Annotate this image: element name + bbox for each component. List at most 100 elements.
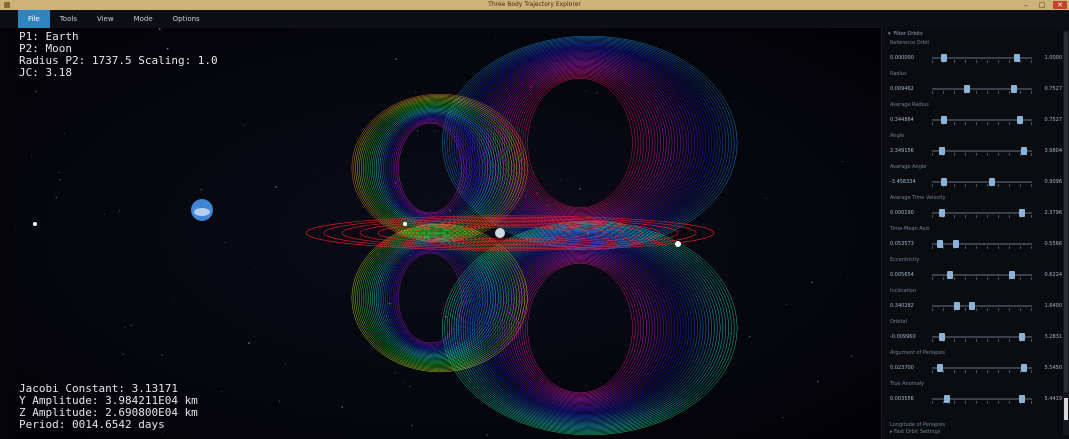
slider-track[interactable] (932, 336, 1032, 338)
orbit-viewport[interactable] (15, 28, 881, 439)
slider-track[interactable] (932, 243, 1032, 245)
orbit-curve (513, 256, 650, 400)
star (699, 83, 700, 85)
footer-longitude: Longitude of Periapsis (890, 422, 946, 428)
slider-min-handle[interactable] (939, 147, 945, 155)
star (275, 185, 277, 188)
slider-min-handle[interactable] (939, 333, 945, 341)
slider-max-handle[interactable] (1019, 333, 1025, 341)
slider-track[interactable] (932, 181, 1032, 183)
orbit-curve (497, 248, 670, 408)
slider-max-handle[interactable] (1011, 85, 1017, 93)
star (847, 277, 849, 279)
param-label: Average Radius (890, 102, 929, 108)
slider-tick (976, 339, 977, 342)
slider-min-handle[interactable] (947, 271, 953, 279)
hud-top: P1: Earth P2: Moon Radius P2: 1737.5 Scali… (19, 31, 218, 79)
slider-tick (1020, 184, 1021, 187)
slider-track[interactable] (932, 150, 1032, 152)
star (411, 424, 413, 427)
scrollbar-thumb[interactable] (1064, 32, 1068, 392)
star (130, 324, 132, 327)
slider-min-handle[interactable] (954, 302, 960, 310)
menu-file[interactable]: File (18, 10, 50, 28)
planar-orbit (431, 225, 589, 241)
slider-tick (987, 339, 988, 342)
menu-tools[interactable]: Tools (59, 15, 77, 23)
slider-tick (998, 60, 999, 63)
orbit-curve (374, 237, 496, 359)
panel-scrollbar[interactable] (1063, 30, 1069, 435)
slider-track[interactable] (932, 57, 1032, 59)
slider-max-handle[interactable] (1019, 209, 1025, 217)
planar-orbit (323, 216, 697, 250)
slider-max-handle[interactable] (1014, 54, 1020, 62)
param-slider: Average Angle -3.458334 0.9096 (888, 164, 1062, 194)
slider-tick (954, 215, 955, 218)
slider-tick (965, 339, 966, 342)
slider-tick (998, 401, 999, 404)
slider-tick (998, 215, 999, 218)
planar-orbit (449, 226, 571, 240)
slider-track[interactable] (932, 274, 1032, 276)
slider-track[interactable] (932, 119, 1032, 121)
star (733, 100, 735, 102)
star (173, 297, 175, 299)
planar-orbit (395, 222, 625, 244)
slider-tick (1031, 122, 1032, 125)
param-slider: Orbital -0.009960 3.2831 (888, 319, 1062, 349)
slider-min-handle[interactable] (939, 209, 945, 217)
slider-track[interactable] (932, 398, 1032, 400)
slider-max-handle[interactable] (953, 240, 959, 248)
slider-tick (954, 339, 955, 342)
param-min-value: 0.053573 (890, 241, 914, 247)
orbit-curve (520, 74, 642, 212)
star (341, 406, 343, 408)
orbit-curve (372, 236, 499, 360)
param-max-value: 0.7527 (1044, 117, 1063, 123)
star (395, 182, 397, 184)
menu-mode[interactable]: Mode (133, 15, 153, 23)
param-slider: Average Time Velocity 0.000190 2.3796 (888, 195, 1062, 225)
slider-min-handle[interactable] (937, 364, 943, 372)
slider-min-handle[interactable] (944, 395, 950, 403)
slider-max-handle[interactable] (1021, 147, 1027, 155)
menu-view[interactable]: View (96, 15, 114, 23)
slider-max-handle[interactable] (989, 178, 995, 186)
slider-max-handle[interactable] (1009, 271, 1015, 279)
orbit-curve (460, 229, 715, 427)
slider-min-handle[interactable] (964, 85, 970, 93)
param-min-value: 0.023700 (890, 365, 914, 371)
slider-max-handle[interactable] (1021, 364, 1027, 372)
panel-footer: Longitude of Periapsis ▸ Fast Orbit Sett… (890, 422, 945, 436)
slider-max-handle[interactable] (1017, 116, 1023, 124)
footer-fast-orbit[interactable]: ▸ Fast Orbit Settings (890, 429, 941, 435)
slider-max-handle[interactable] (1019, 395, 1025, 403)
close-icon[interactable]: ✕ (1053, 1, 1067, 9)
star (709, 197, 711, 198)
orbit-curve (362, 100, 512, 236)
star (63, 132, 65, 135)
slider-min-handle[interactable] (937, 240, 943, 248)
star (278, 400, 281, 402)
slider-min-handle[interactable] (941, 116, 947, 124)
slider-tick (943, 401, 944, 404)
slider-track[interactable] (932, 212, 1032, 214)
slider-min-handle[interactable] (941, 54, 947, 62)
orbit-curve (374, 107, 496, 229)
slider-min-handle[interactable] (941, 178, 947, 186)
lagrange-point-marker (33, 222, 37, 226)
panel-header[interactable]: ▾ Filter Orbits (888, 31, 923, 37)
menu-options[interactable]: Options (172, 15, 200, 23)
slider-track[interactable] (932, 305, 1032, 307)
slider-tick (1009, 246, 1010, 249)
orbit-curve (481, 55, 690, 231)
slider-tick (965, 246, 966, 249)
slider-track[interactable] (932, 367, 1032, 369)
slider-max-handle[interactable] (969, 302, 975, 310)
slider-track[interactable] (932, 88, 1032, 90)
orbit-curve (396, 121, 465, 215)
maximize-icon[interactable]: □ (1038, 1, 1046, 9)
star (319, 171, 320, 173)
minimize-icon[interactable]: – (1024, 1, 1028, 9)
